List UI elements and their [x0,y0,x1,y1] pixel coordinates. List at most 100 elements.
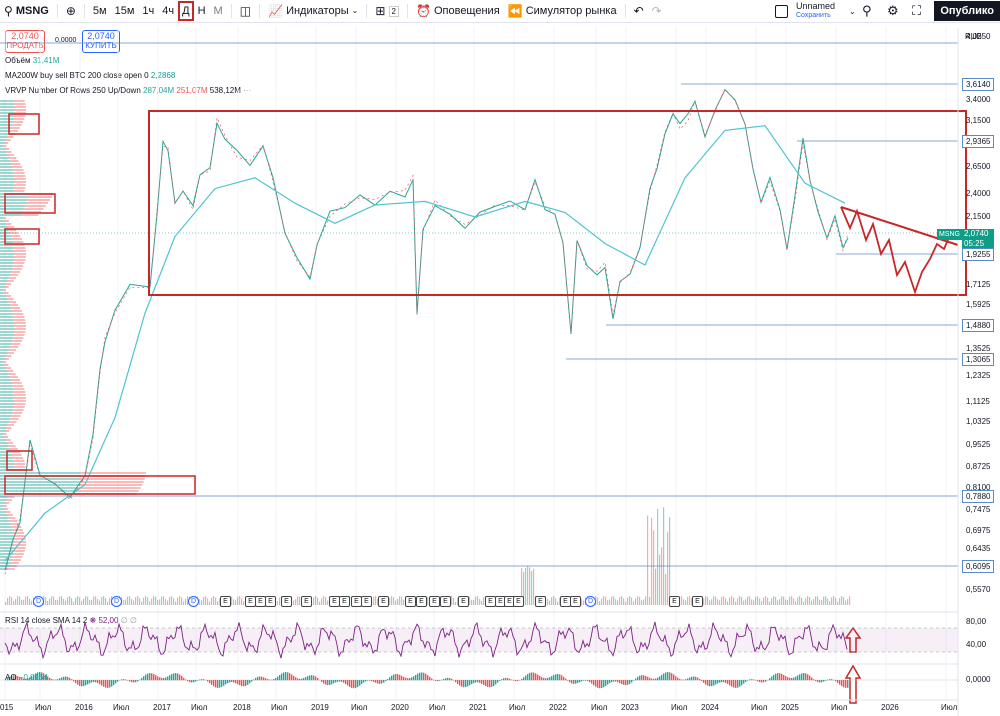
layout-menu[interactable]: Unnamed Сохранить ⌄ [775,2,856,20]
currency-label[interactable]: RUB [965,32,982,41]
volume-legend-value: 31,41M [32,56,60,65]
vrvp-total-value: 538,12M [209,86,241,95]
time-tick: Июл [113,703,130,712]
settings-icon[interactable]: ❋ [89,616,97,625]
volume-box-2[interactable] [4,193,56,214]
alarm-clock-icon: ⏰ [415,4,431,18]
dividend-marker[interactable]: D [585,596,596,607]
interval-15m[interactable]: 15м [114,5,135,17]
price-tick: 1,2325 [966,371,991,380]
layout-name: Unnamed [796,1,836,11]
interval-1h[interactable]: 1ч [142,5,155,17]
earnings-marker[interactable]: E [301,596,312,607]
alerts-button[interactable]: ⏰ Оповещения [412,1,504,21]
vrvp-legend[interactable]: VRVP Number Of Rows 250 Up/Down 287,04M … [5,86,251,95]
time-tick: Июл [831,703,848,712]
earnings-marker[interactable]: E [692,596,703,607]
time-tick: 2016 [75,703,93,712]
layouts-button[interactable]: ⊞ 2 [371,1,403,21]
earnings-marker[interactable]: E [513,596,524,607]
spread-value: 0,0000 [55,37,77,44]
earnings-marker[interactable]: E [378,596,389,607]
earnings-marker[interactable]: E [570,596,581,607]
time-tick: Июл [35,703,52,712]
magnifier-icon: ⚲ [862,3,872,18]
chart-type-button[interactable]: ◫ [236,1,255,21]
earnings-marker[interactable]: E [339,596,350,607]
earnings-marker[interactable]: E [281,596,292,607]
ma-legend-value: 2,2868 [150,71,176,80]
buy-label: КУПИТЬ [85,41,117,50]
dividend-marker[interactable]: D [33,596,44,607]
price-tick: 2,6500 [966,162,991,171]
replay-label: Симулятор рынка [525,5,617,17]
interval-day[interactable]: Д [178,1,194,21]
level-price-tag: 0,7880 [962,490,995,503]
indicators-button[interactable]: 📈 Индикаторы ⌄ [264,1,362,21]
earnings-marker[interactable]: E [361,596,372,607]
divider [83,4,85,18]
candles-icon: ◫ [239,4,252,18]
interval-4h[interactable]: 4ч [162,5,175,17]
search-toolbar-button[interactable]: ⚲ [862,3,872,19]
time-tick: 2021 [469,703,487,712]
earnings-marker[interactable]: E [265,596,276,607]
undo-button[interactable]: ↶ [630,1,648,21]
redo-button[interactable]: ↷ [648,1,666,21]
earnings-marker[interactable]: E [429,596,440,607]
forecast-path[interactable] [840,206,957,295]
earnings-marker[interactable]: E [405,596,416,607]
earnings-marker[interactable]: E [220,596,231,607]
time-tick: Июл [429,703,446,712]
volume-box-bottom[interactable] [4,475,196,495]
bar-countdown: 05:25 [964,239,985,248]
range-box[interactable] [148,110,967,296]
ma200w-line [4,125,846,562]
ao-legend[interactable]: AO −0,0164 [5,673,48,682]
vrvp-legend-label: VRVP Number Of Rows 250 Up/Down [5,86,141,95]
rsi-tick-40: 40,00 [966,640,987,649]
chevron-down-icon: ⌄ [849,6,856,16]
symbol-search[interactable]: ⚲ MSNG [0,1,53,21]
ao-arrow[interactable] [844,664,862,704]
volume-box-4[interactable] [6,450,33,471]
volume-box-top[interactable] [8,113,40,135]
buy-button[interactable]: 2,0740 КУПИТЬ [82,30,120,53]
earnings-marker[interactable]: E [535,596,546,607]
sell-label: ПРОДАТЬ [6,41,44,50]
rsi-legend[interactable]: RSI 14 close SMA 14 2 ❋ 52,00 ∅ ∅ [5,616,137,625]
time-tick: 2019 [311,703,329,712]
compare-button[interactable]: ⊕ [62,1,80,21]
earnings-marker[interactable]: E [669,596,680,607]
divider [230,4,232,18]
earnings-marker[interactable]: E [458,596,469,607]
interval-month[interactable]: М [213,5,223,17]
current-price-tag: 2,0740 05:25 [962,229,994,249]
undo-icon: ↶ [633,4,644,18]
divider [624,4,626,18]
volume-legend[interactable]: Объём 31,41M [5,56,59,65]
earnings-marker[interactable]: E [416,596,427,607]
redo-icon: ↷ [651,4,662,18]
publish-button[interactable]: Опублико [934,1,1000,21]
rewind-icon: ⏪ [507,4,523,18]
ma-legend[interactable]: MA200W buy sell BTC 200 close open 0 2,2… [5,71,175,80]
price-tick: 0,6975 [966,526,991,535]
volume-box-3[interactable] [4,228,40,245]
more-dots-icon[interactable]: ··· [243,86,252,95]
earnings-marker[interactable]: E [440,596,451,607]
fullscreen-icon: ⛶ [912,3,922,18]
rsi-legend-extra: ∅ ∅ [120,616,137,625]
dividend-marker[interactable]: D [188,596,199,607]
fullscreen-button[interactable]: ⛶ [912,3,921,19]
replay-button[interactable]: ⏪ Симулятор рынка [504,1,621,21]
divider [259,4,261,18]
dividend-marker[interactable]: D [111,596,122,607]
price-tick: 0,7475 [966,505,991,514]
ma-legend-label: MA200W buy sell BTC 200 close open 0 [5,71,149,80]
interval-5m[interactable]: 5м [92,5,107,17]
interval-week[interactable]: Н [197,5,206,17]
buy-price: 2,0740 [87,31,115,41]
settings-button[interactable]: ⚙ [887,3,899,19]
